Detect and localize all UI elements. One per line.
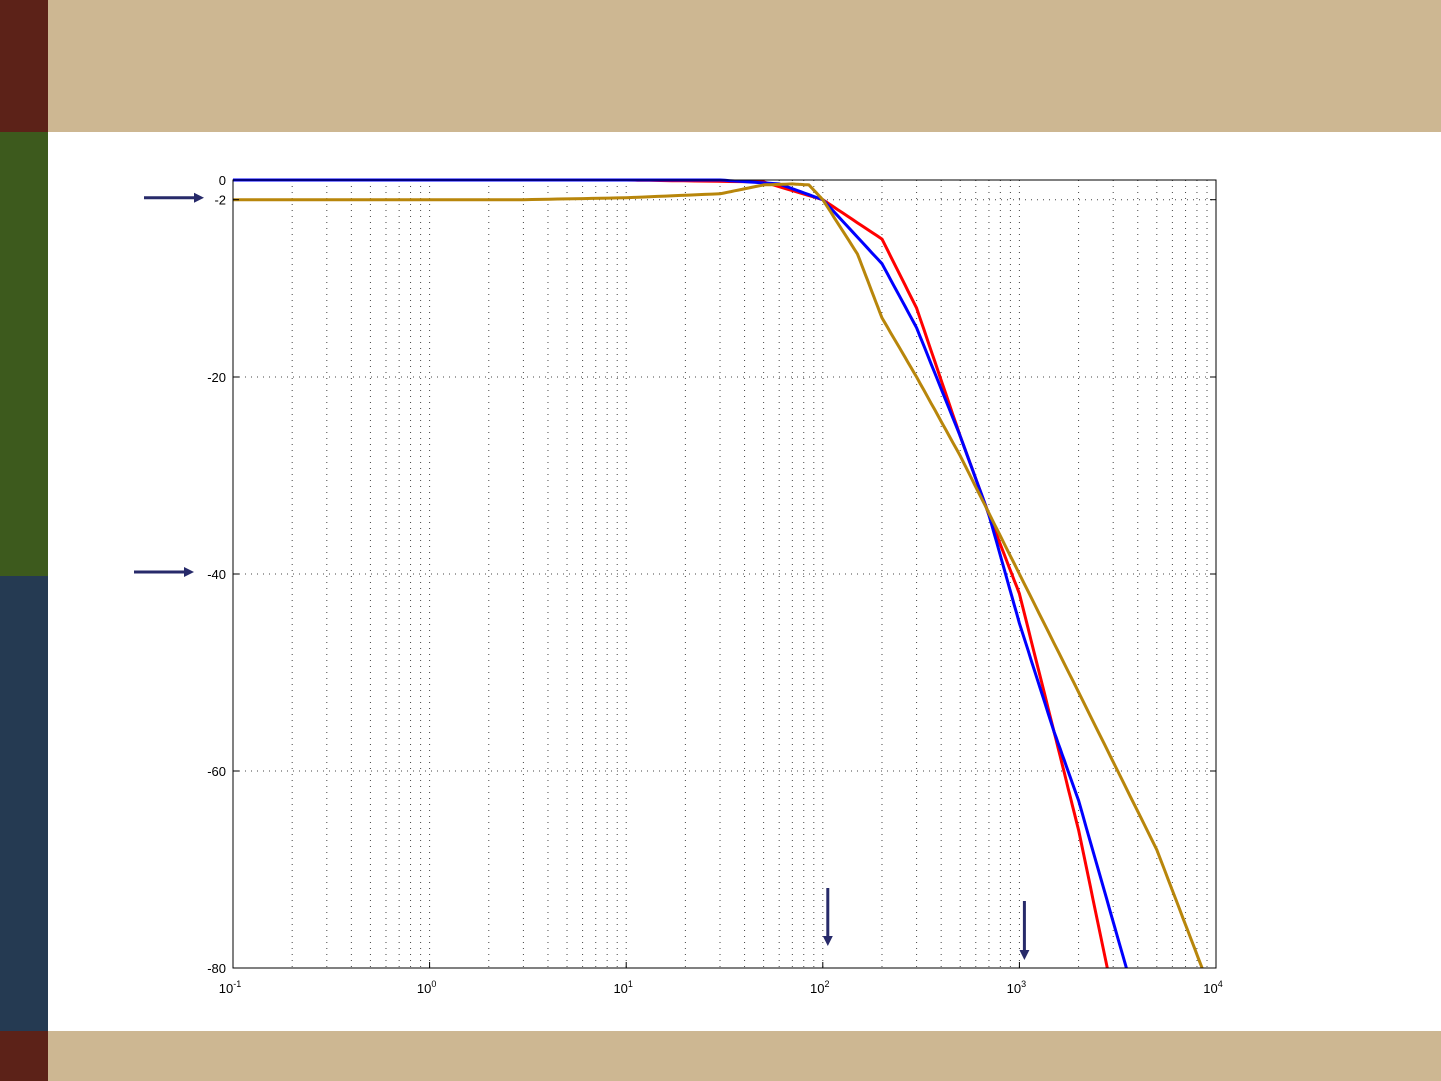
series-layer bbox=[233, 178, 1204, 969]
side-band-low bbox=[0, 576, 48, 1031]
annotation-arrow-down bbox=[1019, 901, 1030, 960]
plot-frame bbox=[232, 179, 1217, 969]
y-tick-label: -2 bbox=[214, 193, 226, 208]
tick-layer: 0 -2 -20 -40 -60 -80 10-1 100 101 102 103 104 bbox=[207, 173, 1223, 996]
annotation-arrow-down bbox=[822, 888, 833, 946]
y-tick-label: -80 bbox=[207, 961, 226, 976]
x-tick-label: 10-1 bbox=[219, 979, 241, 996]
y-tick-label: -40 bbox=[207, 567, 226, 582]
y-tick-label: -20 bbox=[207, 370, 226, 385]
footer-bar bbox=[48, 1031, 1441, 1081]
grid-layer bbox=[233, 180, 1216, 968]
y-tick-label: 0 bbox=[219, 173, 226, 188]
header-bar bbox=[48, 0, 1441, 132]
x-tick-label: 101 bbox=[613, 979, 632, 996]
x-tick-label: 103 bbox=[1007, 979, 1026, 996]
side-band-top bbox=[0, 0, 48, 132]
annotation-arrow-right bbox=[144, 192, 204, 203]
side-band-bottom bbox=[0, 1031, 48, 1081]
series-line-2 bbox=[233, 178, 1128, 969]
annotation-layer bbox=[134, 192, 1030, 960]
x-tick-label: 104 bbox=[1203, 979, 1222, 996]
y-tick-label: -60 bbox=[207, 764, 226, 779]
series-line-3 bbox=[233, 182, 1204, 969]
annotation-arrow-right bbox=[134, 567, 194, 577]
x-tick-label: 100 bbox=[417, 979, 436, 996]
x-tick-label: 102 bbox=[810, 979, 829, 996]
side-band-mid bbox=[0, 132, 48, 576]
series-line-1 bbox=[233, 178, 1109, 969]
